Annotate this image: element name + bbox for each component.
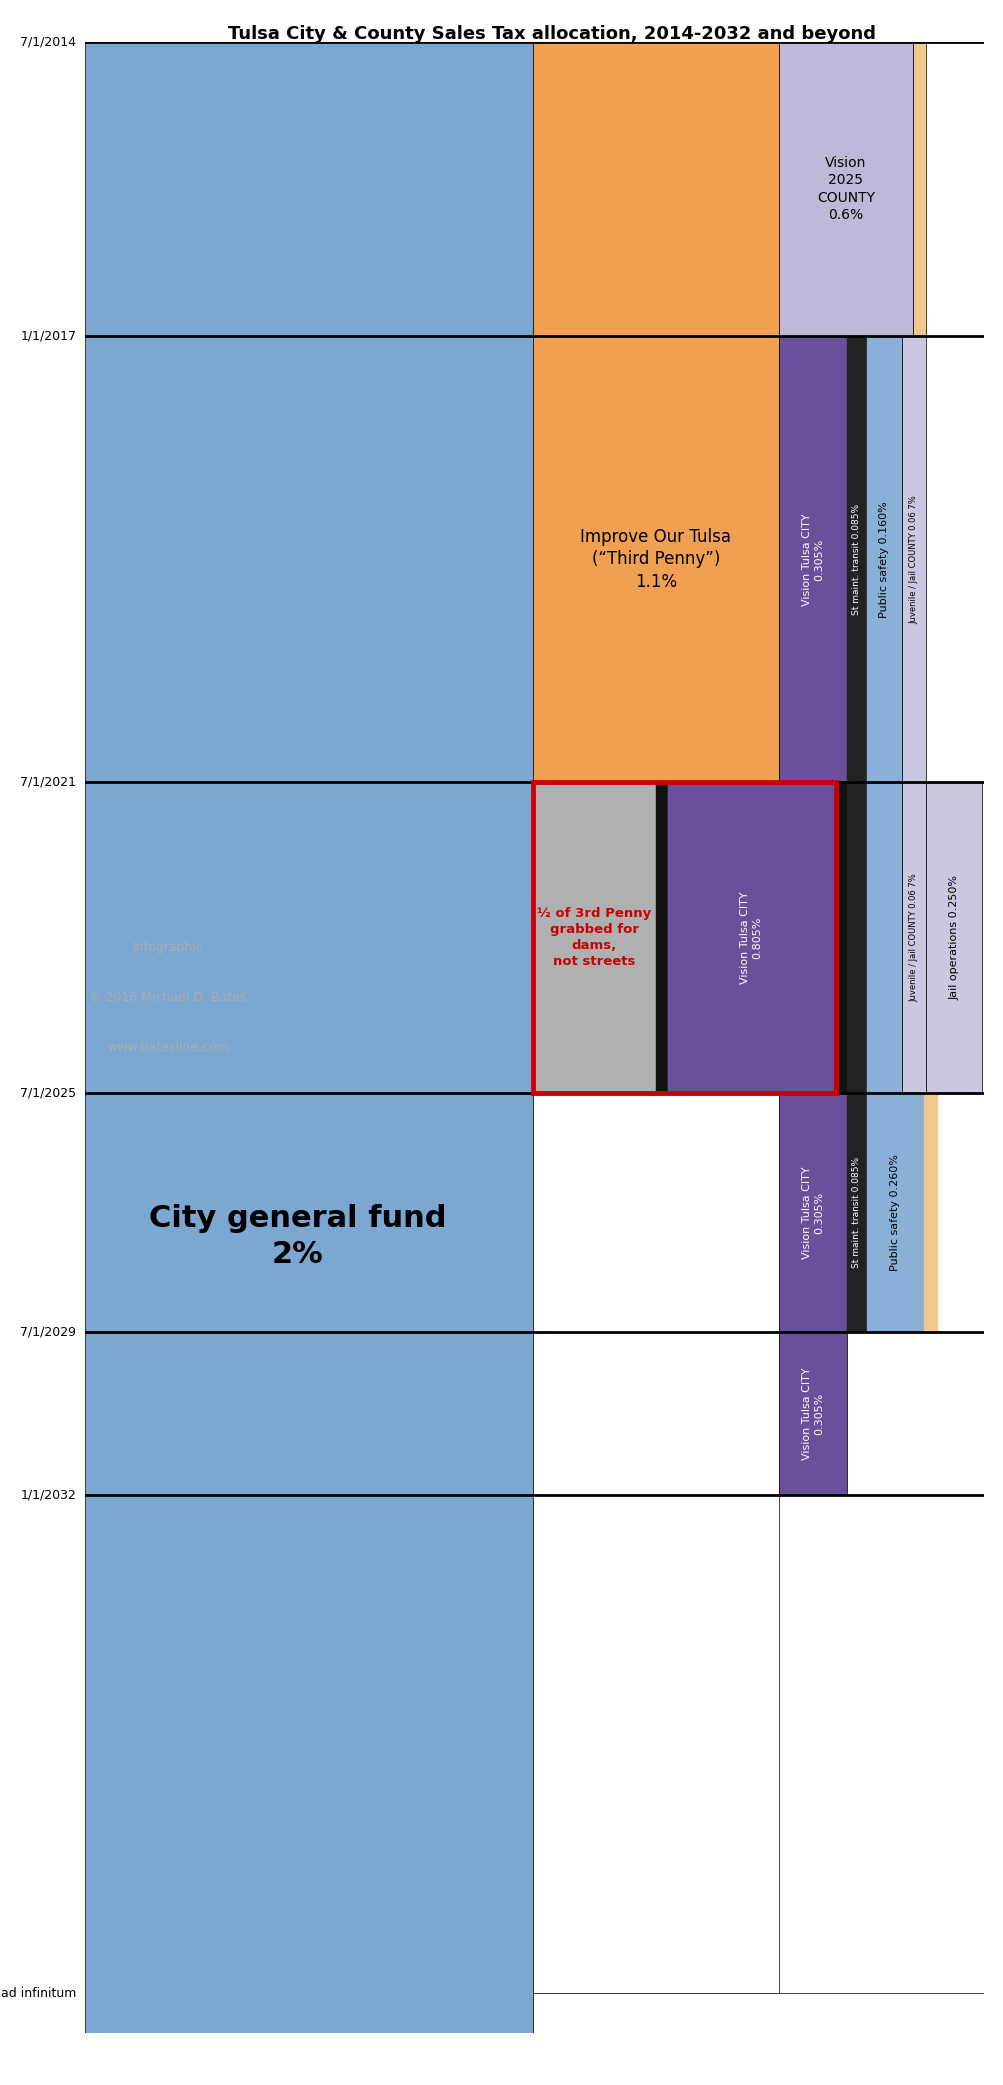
Text: 1/1/2032: 1/1/2032	[20, 1489, 76, 1501]
Text: Tulsa City & County Sales Tax allocation, 2014-2032 and beyond: Tulsa City & County Sales Tax allocation…	[228, 25, 876, 44]
Text: Juvenile / Jail COUNTY 0.06 7%: Juvenile / Jail COUNTY 0.06 7%	[909, 874, 918, 1003]
Bar	[835, 782, 847, 1093]
Text: Vision Tulsa CITY
0.305%: Vision Tulsa CITY 0.305%	[801, 1166, 823, 1259]
Bar	[666, 782, 835, 1093]
Bar	[924, 1093, 937, 1332]
Bar	[533, 1332, 778, 1495]
Text: ½ of 3rd Penny
grabbed for
dams,
not streets: ½ of 3rd Penny grabbed for dams, not str…	[537, 907, 651, 967]
Text: 7/1/2025: 7/1/2025	[20, 1086, 76, 1099]
Text: ad infinitum: ad infinitum	[1, 1987, 76, 2000]
Bar	[533, 1093, 778, 1332]
Bar	[866, 782, 901, 1093]
Bar	[655, 782, 666, 1093]
Text: Jail operations 0.250%: Jail operations 0.250%	[949, 876, 959, 1001]
Bar	[866, 336, 901, 782]
Bar	[926, 782, 981, 1093]
Text: Improve Our Tulsa
(“Third Penny”)
1.1%: Improve Our Tulsa (“Third Penny”) 1.1%	[580, 528, 730, 590]
Bar	[866, 1093, 924, 1332]
Bar	[533, 1993, 983, 2033]
Text: Infographic: Infographic	[132, 940, 204, 955]
Text: Public safety 0.160%: Public safety 0.160%	[878, 500, 888, 617]
Text: 7/1/2029: 7/1/2029	[20, 1326, 76, 1339]
Bar	[85, 42, 533, 2033]
Bar	[533, 1495, 778, 1993]
Text: St maint. transit 0.085%: St maint. transit 0.085%	[852, 1157, 861, 1268]
Text: www.batesline.com: www.batesline.com	[107, 1040, 229, 1053]
Bar	[533, 336, 778, 782]
Bar	[778, 336, 847, 782]
Bar	[533, 42, 778, 336]
Text: Vision Tulsa CITY
0.305%: Vision Tulsa CITY 0.305%	[801, 513, 823, 607]
Bar	[901, 782, 926, 1093]
Text: 7/1/2014: 7/1/2014	[20, 35, 76, 48]
Bar	[778, 1332, 847, 1495]
Text: Vision Tulsa CITY
0.305%: Vision Tulsa CITY 0.305%	[801, 1368, 823, 1459]
Text: Public safety 0.260%: Public safety 0.260%	[890, 1155, 900, 1272]
Text: City general fund
2%: City general fund 2%	[149, 1203, 446, 1270]
Bar	[847, 782, 866, 1093]
Text: Vision Tulsa CITY
0.805%: Vision Tulsa CITY 0.805%	[739, 892, 762, 984]
Text: © 2016 Michael D. Bates: © 2016 Michael D. Bates	[89, 990, 247, 1005]
Text: Vision
2025
COUNTY
0.6%: Vision 2025 COUNTY 0.6%	[816, 156, 874, 221]
Bar	[847, 1093, 866, 1332]
Bar	[901, 336, 926, 782]
Text: 1/1/2017: 1/1/2017	[20, 329, 76, 342]
Bar	[912, 42, 926, 336]
Bar	[778, 1093, 847, 1332]
Text: 7/1/2021: 7/1/2021	[20, 776, 76, 788]
Bar	[533, 782, 835, 1093]
Text: St maint. transit 0.085%: St maint. transit 0.085%	[852, 505, 861, 615]
Bar	[847, 336, 866, 782]
Bar	[778, 42, 912, 336]
Bar	[533, 782, 655, 1093]
Text: Juvenile / Jail COUNTY 0.06 7%: Juvenile / Jail COUNTY 0.06 7%	[909, 494, 918, 623]
